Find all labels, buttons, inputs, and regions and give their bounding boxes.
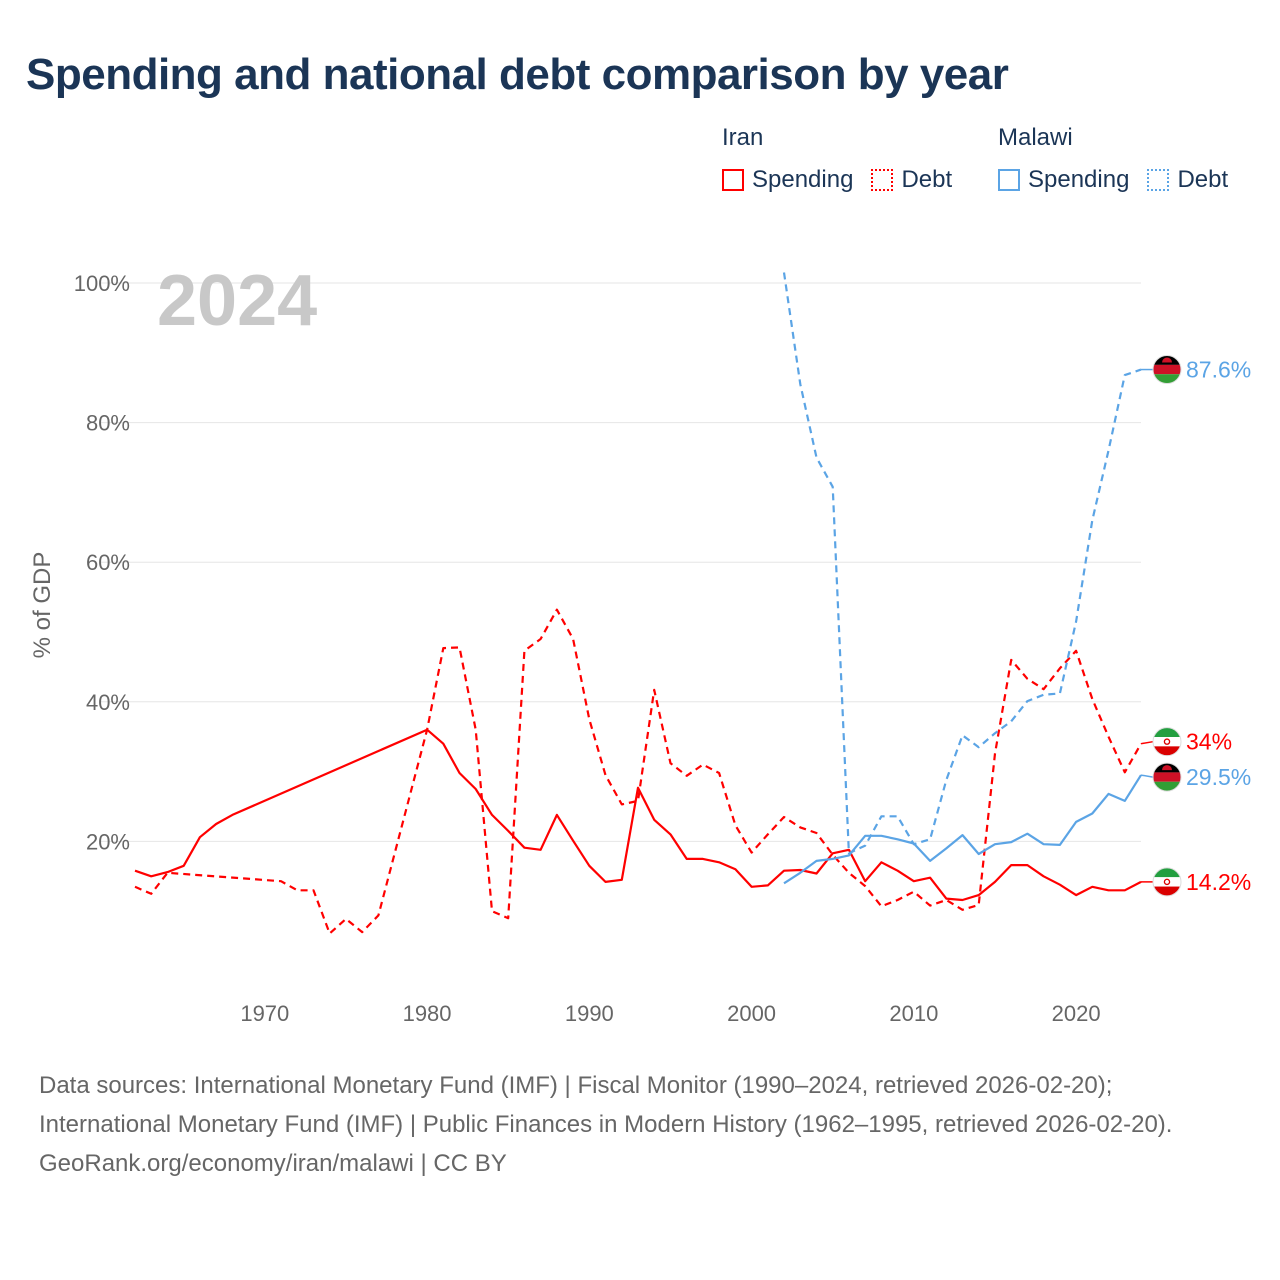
end-labels: 14.2% 34% 29.5% 87.6% bbox=[1140, 355, 1251, 897]
flag-border bbox=[1152, 727, 1182, 757]
legend-item-iran-spending[interactable]: Spending bbox=[722, 166, 853, 194]
legend-item-label: Spending bbox=[752, 166, 854, 193]
flag-stripe-red bbox=[1153, 772, 1181, 782]
legend-item-label: Spending bbox=[1028, 166, 1130, 193]
flag-stripe-green bbox=[1153, 867, 1181, 878]
series-line-malawi-spending bbox=[783, 774, 1142, 885]
malawi-flag-icon bbox=[1152, 762, 1182, 792]
axis-ticks: 20% 40% 60% 80% 100% 1970 1980 1990 2000 2010 2020 bbox=[74, 271, 1101, 1026]
legend-item-malawi-debt[interactable]: Debt bbox=[1147, 166, 1228, 194]
flag-border bbox=[1152, 762, 1182, 792]
x-tick-label: 2020 bbox=[1052, 1001, 1101, 1026]
data-sources: Data sources: International Monetary Fun… bbox=[39, 1072, 1173, 1138]
chart-title: Spending and national debt comparison by… bbox=[26, 50, 1009, 99]
flag-stripes bbox=[1153, 763, 1181, 792]
footer: Data sources: International Monetary Fun… bbox=[39, 1066, 1239, 1183]
legend-swatch-solid-icon bbox=[722, 169, 744, 191]
legend-swatch-solid-icon bbox=[998, 169, 1020, 191]
flag-stripe-red bbox=[1153, 886, 1181, 896]
flag-stripe-green bbox=[1153, 727, 1181, 738]
legend-group-malawi: Malawi Spending Debt bbox=[998, 124, 1246, 194]
legend-item-iran-debt[interactable]: Debt bbox=[871, 166, 952, 194]
flag-stripes bbox=[1153, 355, 1181, 384]
series-line-iran-debt bbox=[134, 608, 1142, 935]
legend-item-label: Debt bbox=[1177, 166, 1229, 193]
series-line-malawi-debt bbox=[782, 272, 1142, 855]
legend-swatch-dotted-icon bbox=[1147, 169, 1170, 191]
flag-border bbox=[1152, 355, 1182, 385]
flag-stripe-red bbox=[1153, 746, 1181, 756]
flag-emblem bbox=[1163, 878, 1171, 886]
y-tick-label: 40% bbox=[86, 690, 130, 715]
legend-country-label: Iran bbox=[722, 124, 764, 151]
flag-sun bbox=[1162, 357, 1172, 363]
legend-group-iran: Iran Spending Debt bbox=[722, 124, 970, 194]
y-axis-label: % of GDP bbox=[29, 552, 56, 659]
year-watermark: 2024 bbox=[157, 261, 317, 341]
flag-stripe-white bbox=[1153, 737, 1181, 747]
flag-stripe-red bbox=[1153, 364, 1181, 375]
malawi-flag-icon bbox=[1152, 355, 1182, 385]
flag-stripe-green bbox=[1153, 374, 1181, 384]
legend-swatch-dotted-icon bbox=[871, 169, 894, 191]
flag-stripes bbox=[1153, 727, 1181, 756]
legend-country-label: Malawi bbox=[998, 124, 1073, 151]
series-line-iran-spending bbox=[134, 728, 1142, 902]
flag-stripe-white bbox=[1153, 877, 1181, 887]
end-value-label: 14.2% bbox=[1186, 869, 1251, 895]
iran-flag-icon bbox=[1152, 727, 1182, 757]
x-tick-label: 1990 bbox=[565, 1001, 614, 1026]
flag-emblem bbox=[1163, 738, 1171, 745]
x-tick-label: 2010 bbox=[889, 1001, 938, 1026]
y-tick-label: 20% bbox=[86, 829, 130, 854]
x-tick-label: 2000 bbox=[727, 1001, 776, 1026]
series-lines bbox=[134, 272, 1142, 935]
x-tick-label: 1980 bbox=[403, 1001, 452, 1026]
flag-border bbox=[1152, 867, 1182, 897]
y-tick-label: 100% bbox=[74, 271, 130, 296]
end-value-label: 29.5% bbox=[1186, 764, 1251, 790]
end-connector bbox=[1140, 774, 1154, 778]
gridlines bbox=[100, 282, 1141, 842]
flag-stripes bbox=[1153, 867, 1181, 896]
end-connector bbox=[1140, 740, 1154, 745]
flag-stripe-green bbox=[1153, 781, 1181, 792]
y-tick-label: 60% bbox=[86, 550, 130, 575]
flag-sun bbox=[1162, 765, 1172, 771]
x-tick-label: 1970 bbox=[240, 1001, 289, 1026]
iran-flag-icon bbox=[1152, 867, 1182, 897]
legend-item-label: Debt bbox=[901, 166, 953, 193]
legend-item-malawi-spending[interactable]: Spending bbox=[998, 166, 1129, 194]
credit-link[interactable]: GeoRank.org/economy/iran/malawi | CC BY bbox=[39, 1150, 507, 1177]
line-chart: 2024 % of GDP 20% 40% 60% 80% 100% 1970 1980 19… bbox=[29, 261, 1251, 1026]
y-tick-label: 80% bbox=[86, 411, 130, 436]
end-value-label: 34% bbox=[1186, 729, 1232, 755]
end-value-label: 87.6% bbox=[1186, 357, 1251, 383]
